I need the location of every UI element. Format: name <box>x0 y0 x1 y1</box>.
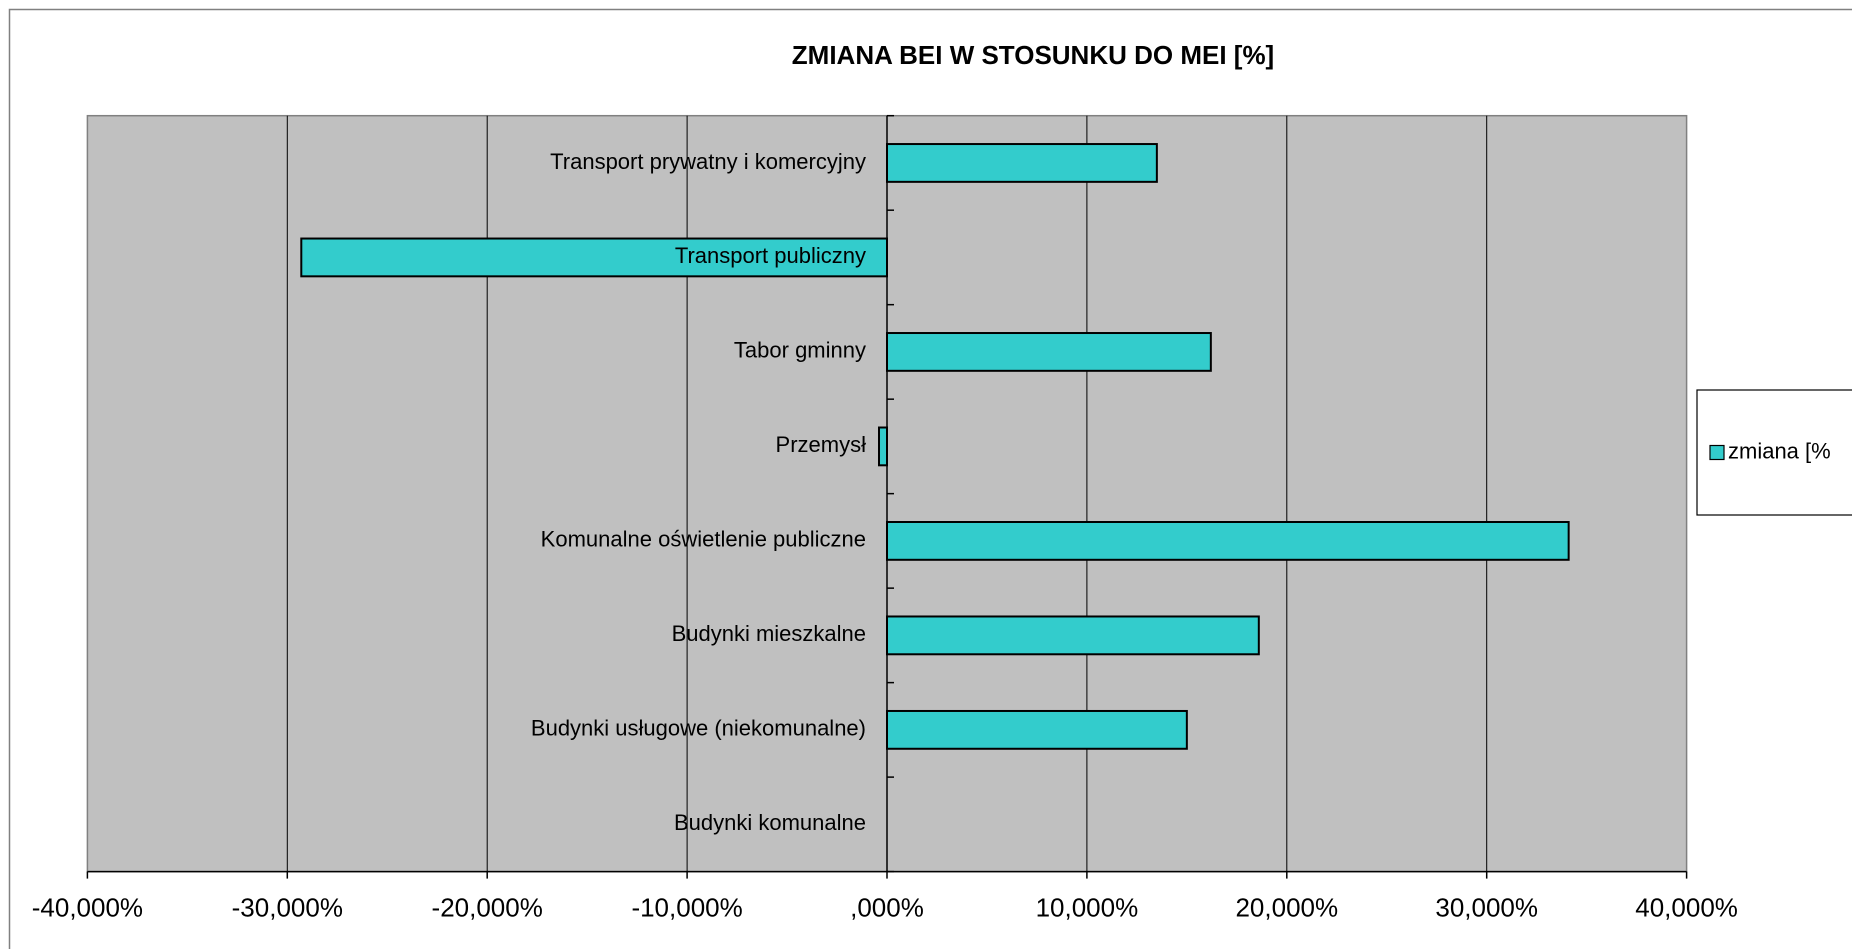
x-tick-label: -40,000% <box>32 892 143 922</box>
x-tick-label: -20,000% <box>432 892 543 922</box>
bar <box>886 520 1570 561</box>
x-tick-label: 30,000% <box>1435 892 1538 922</box>
bar <box>878 426 889 467</box>
y-tick-label: Budynki usługowe (niekomunalne) <box>531 716 866 741</box>
y-tick-label: Tabor gminny <box>734 338 866 363</box>
x-tick-label: 10,000% <box>1036 892 1139 922</box>
bar <box>886 615 1260 656</box>
x-tick-label: ,000% <box>850 892 924 922</box>
bar <box>300 237 888 278</box>
y-tick-label: Transport prywatny i komercyjny <box>550 149 866 174</box>
y-tick-label: Przemysł <box>776 432 867 457</box>
x-tick-label: 40,000% <box>1635 892 1738 922</box>
bar <box>886 332 1212 372</box>
bar <box>886 709 1188 750</box>
y-tick-label: Transport publiczny <box>675 243 866 268</box>
legend-swatch <box>1709 444 1725 461</box>
x-tick-label: -10,000% <box>631 892 742 922</box>
y-tick-label: Komunalne oświetlenie publiczne <box>541 527 866 552</box>
y-tick-label: Budynki mieszkalne <box>672 621 866 646</box>
x-tick-label: -30,000% <box>232 892 343 922</box>
chart-title: ZMIANA BEI W STOSUNKU DO MEI [%] <box>792 40 1274 70</box>
x-tick-label: 20,000% <box>1235 892 1338 922</box>
y-tick-label: Budynki komunalne <box>674 810 866 835</box>
legend-label: zmiana [% <box>1728 438 1831 463</box>
bar <box>886 143 1158 183</box>
